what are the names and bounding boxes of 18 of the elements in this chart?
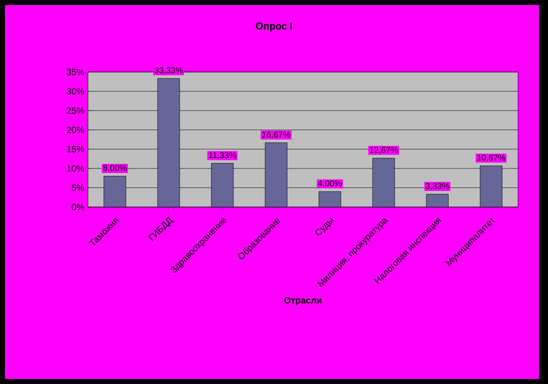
- y-tick-label: 15%: [67, 146, 84, 152]
- data-label: 3,33%: [426, 182, 450, 190]
- y-tick-label: 0%: [72, 204, 84, 210]
- data-label: 12,67%: [370, 146, 398, 154]
- y-tick-label: 10%: [67, 165, 84, 172]
- y-tick-label: 25%: [66, 107, 84, 114]
- y-tick-label: 35%: [66, 68, 84, 76]
- data-label: 4,00%: [318, 180, 342, 188]
- y-tick-label: 5%: [72, 184, 84, 191]
- chart-title: Опрос I: [256, 22, 292, 32]
- data-label: 11,33%: [208, 152, 236, 160]
- data-label: 8,00%: [103, 164, 127, 172]
- x-axis-title: Отрасли: [284, 297, 322, 306]
- y-tick-label: 20%: [66, 126, 84, 134]
- y-tick-label: 30%: [66, 88, 84, 94]
- data-label: 16,67%: [262, 131, 290, 138]
- data-label: 10,67%: [477, 154, 506, 162]
- data-label: 33,33%: [154, 67, 183, 74]
